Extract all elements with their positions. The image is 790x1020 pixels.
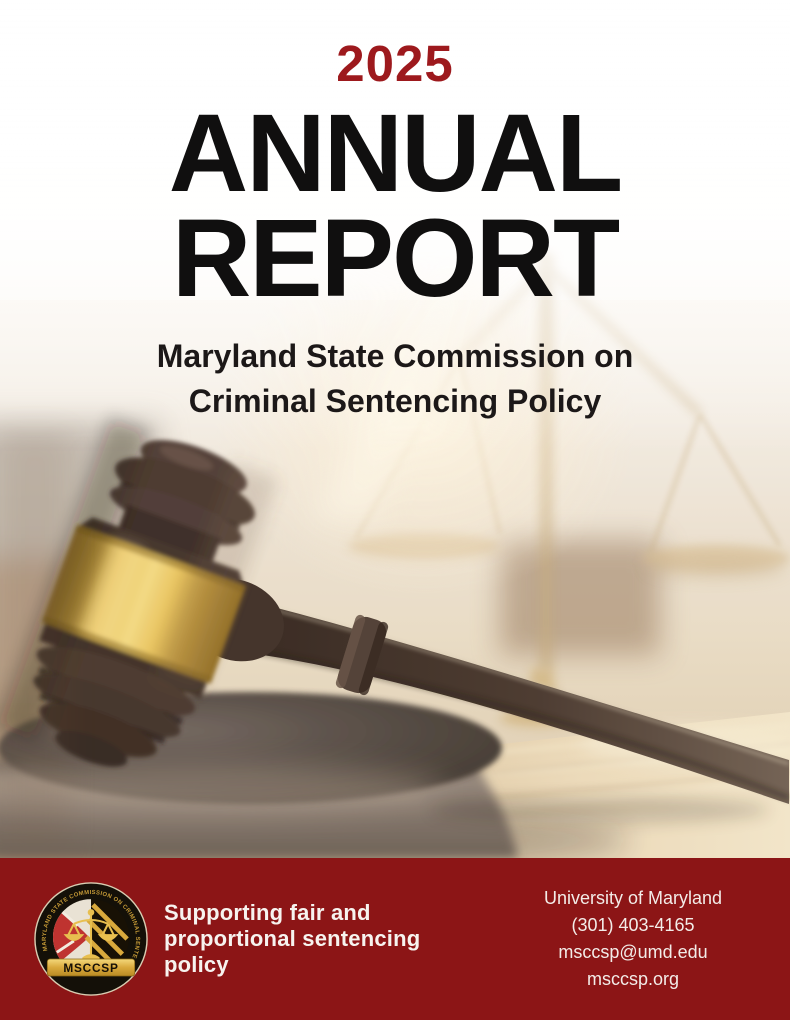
tagline-line-1: Supporting fair and — [164, 900, 371, 925]
footer-contact-block: University of Maryland (301) 403-4165 ms… — [514, 885, 752, 993]
report-title-line-2: REPORT — [171, 197, 620, 320]
contact-line-university: University of Maryland — [543, 888, 723, 908]
gavel-illustration — [0, 417, 790, 823]
gavel-scales-photo — [0, 0, 790, 858]
warm-tint-overlay — [0, 300, 790, 858]
report-subtitle: Maryland State Commission on Criminal Se… — [0, 334, 790, 424]
footer-tagline: Supporting fair and proportional sentenc… — [164, 900, 498, 978]
footer-bar: MARYLAND STATE COMMISSION ON CRIMINAL SE… — [0, 858, 790, 1020]
contact-line-website: msccsp.org — [586, 969, 680, 989]
handle-collar — [335, 614, 389, 696]
report-title-line-1: ANNUAL — [168, 92, 623, 215]
report-title: ANNUAL REPORT — [0, 92, 790, 320]
tagline-line-2: proportional sentencing — [164, 926, 421, 951]
contact-line-phone: (301) 403-4165 — [571, 915, 695, 935]
gavel-sound-block — [0, 692, 630, 858]
seal-banner — [46, 958, 136, 977]
seal-acronym: MSCCSP — [63, 961, 118, 975]
left-vignette — [0, 430, 70, 858]
cover-year: 2025 — [336, 35, 454, 92]
contact-line-email: msccsp@umd.edu — [558, 942, 708, 962]
report-subtitle-line-2: Criminal Sentencing Policy — [188, 383, 602, 419]
report-subtitle-line-1: Maryland State Commission on — [156, 338, 634, 374]
msccsp-seal-logo: MARYLAND STATE COMMISSION ON CRIMINAL SE… — [34, 882, 148, 996]
tagline-line-3: policy — [164, 952, 229, 977]
white-fade-overlay — [0, 0, 790, 450]
